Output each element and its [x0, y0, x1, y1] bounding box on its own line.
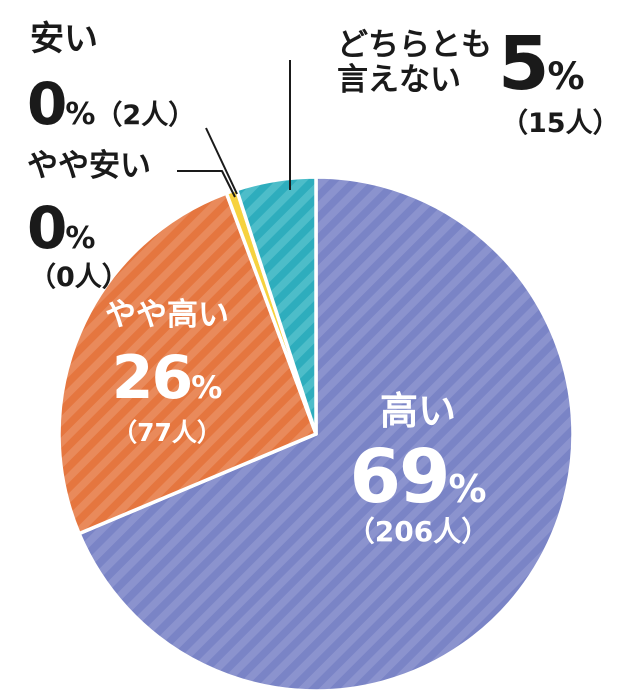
pie-slice-1: [77, 175, 575, 693]
callout-lines: [177, 60, 291, 198]
pie-slice-5: [234, 175, 318, 436]
yasui-percent-sign: %: [65, 97, 96, 132]
yaya-takai-count: （77人）: [112, 418, 222, 447]
label-yaya-yasui-value: 0%: [27, 198, 95, 259]
label-yasui-name: 安い: [30, 19, 98, 59]
yaya-takai-percent-sign: %: [191, 370, 223, 406]
dochiratomo-count: （15人）: [501, 108, 620, 139]
takai-value: 69%: [349, 440, 486, 514]
yaya-yasui-count: （0人）: [29, 262, 129, 293]
takai-percent-sign: %: [448, 467, 487, 511]
takai-count: （206人）: [346, 515, 490, 548]
dochiratomo-name-line2: 言えない: [337, 61, 461, 98]
pie-slices: [57, 175, 575, 693]
dochiratomo-percent-sign: %: [547, 55, 585, 98]
label-dochiratomo-name: どちらとも 言えない: [337, 28, 492, 97]
yaya-takai-value: 26%: [112, 348, 223, 408]
dochiratomo-name-line1: どちらとも: [337, 27, 492, 63]
pie-slice-2: [57, 191, 318, 536]
yasui-count: （2人）: [95, 100, 196, 131]
yaya-takai-name: やや高い: [105, 297, 229, 333]
yasui-percent: 0: [27, 70, 67, 138]
callout-line-yaya-yasui: [177, 170, 236, 198]
yaya-yasui-percent: 0: [27, 194, 67, 262]
callout-line-yasui: [205, 127, 238, 195]
dochiratomo-percent: 5: [498, 21, 549, 107]
takai-percent: 69: [349, 434, 450, 520]
yaya-takai-percent: 26: [111, 343, 193, 413]
label-yasui-value: 0%（2人）: [27, 74, 195, 135]
yaya-yasui-percent-sign: %: [65, 221, 96, 256]
label-yaya-yasui-name: やや安い: [27, 148, 151, 184]
label-dochiratomo-value: 5%: [498, 25, 585, 104]
takai-name: 高い: [379, 389, 457, 433]
